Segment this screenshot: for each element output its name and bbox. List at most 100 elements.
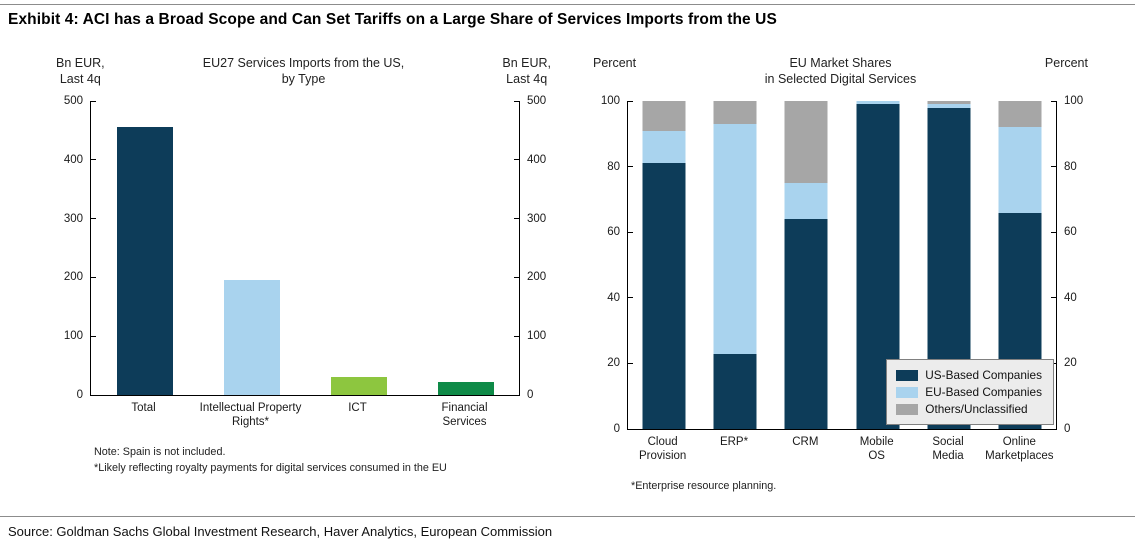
y-tick-label: 500 xyxy=(63,95,83,107)
y-tick xyxy=(1051,101,1056,102)
y-tick-label: 0 xyxy=(76,389,83,401)
y-tick xyxy=(514,335,519,337)
bar-segment xyxy=(998,101,1042,128)
y-tick xyxy=(514,276,519,278)
bar xyxy=(116,127,173,395)
market-shares-chart: Percent EU Market Shares in Selected Dig… xyxy=(567,55,1104,495)
bar-segment xyxy=(642,101,686,131)
services-imports-chart: Bn EUR, Last 4q EU27 Services Imports fr… xyxy=(30,55,567,495)
x-category-label: ICT xyxy=(348,402,367,414)
y-tick-label: 0 xyxy=(527,389,534,401)
plot-wrap: 0 0 100 100 200 200 300 300 400 400 500 500 xyxy=(30,95,567,401)
bar-segment xyxy=(784,183,828,220)
x-category-label: Total xyxy=(131,402,156,414)
x-axis-labels: Total Intellectual Property Rights* ICT Fin… xyxy=(90,401,520,437)
y-tick-label: 60 xyxy=(1064,226,1077,239)
x-category-label: Cloud Provision xyxy=(639,436,687,463)
chart-notes: Note: Spain is not included. *Likely refl… xyxy=(94,445,567,476)
source-line: Source: Goldman Sachs Global Investment … xyxy=(8,524,553,539)
top-divider xyxy=(0,4,1135,5)
y-tick xyxy=(91,335,96,337)
y-tick-label: 400 xyxy=(63,153,83,166)
bar-segment xyxy=(784,101,828,183)
left-axis-unit-label: Percent xyxy=(593,56,637,70)
y-tick xyxy=(91,218,96,220)
bar-segment xyxy=(642,163,686,429)
bar-segment xyxy=(642,130,686,164)
right-axis-unit-label: Bn EUR, Last 4q xyxy=(502,56,551,87)
y-tick-label: 500 xyxy=(527,95,547,107)
navy-swatch xyxy=(896,369,919,381)
bar-segment xyxy=(713,101,757,124)
bar-segment xyxy=(713,123,757,354)
chart-title: EU Market Shares in Selected Digital Ser… xyxy=(764,56,917,87)
bar-segment xyxy=(784,219,828,429)
legend-label: Others/Unclassified xyxy=(925,402,1028,416)
x-category-label: CRM xyxy=(792,436,819,448)
chart-note: *Likely reflecting royalty payments for … xyxy=(94,461,447,474)
y-tick-label: 0 xyxy=(1064,423,1071,435)
bar xyxy=(223,280,280,395)
x-category-label: Intellectual Property Rights* xyxy=(199,402,302,429)
y-tick xyxy=(628,297,633,299)
y-tick-label: 80 xyxy=(1064,160,1077,173)
plot-area: 0 0 100 100 200 200 300 300 400 400 500 500 xyxy=(64,95,546,401)
y-tick xyxy=(1051,166,1056,168)
charts-row: Bn EUR, Last 4q EU27 Services Imports fr… xyxy=(30,55,1104,495)
y-tick-label: 200 xyxy=(63,271,83,284)
y-tick-label: 100 xyxy=(600,95,620,107)
plot-area: 0 0 20 20 40 40 60 60 80 80 100 100 US-Based Compani… xyxy=(601,95,1083,435)
x-category-label: Social Media xyxy=(932,436,964,463)
exhibit-title: Exhibit 4: ACI has a Broad Scope and Can… xyxy=(8,11,777,28)
y-tick-label: 200 xyxy=(527,271,547,284)
y-tick-label: 100 xyxy=(527,330,547,343)
y-tick xyxy=(628,428,633,430)
y-tick xyxy=(514,159,519,161)
x-category-label: Financial Services xyxy=(441,402,488,429)
y-tick-label: 20 xyxy=(1064,357,1077,370)
y-tick-label: 40 xyxy=(607,291,620,304)
y-tick-label: 20 xyxy=(607,357,620,370)
bar xyxy=(437,382,494,395)
y-tick-label: 0 xyxy=(613,423,620,435)
y-tick-label: 100 xyxy=(1064,95,1084,107)
y-tick xyxy=(1051,297,1056,299)
x-category-label: ERP* xyxy=(719,436,749,448)
bar-segment xyxy=(998,127,1042,213)
y-tick xyxy=(628,362,633,364)
y-tick xyxy=(91,101,96,102)
x-axis-labels: Cloud Provision ERP* CRM Mobile OS Social Me… xyxy=(627,435,1057,471)
y-tick xyxy=(514,394,519,396)
legend: US-Based Companies EU-Based Companies Othe… xyxy=(886,359,1054,425)
right-axis-unit-label: Percent xyxy=(1044,56,1088,70)
bar-segment xyxy=(713,353,757,429)
bar xyxy=(330,377,387,395)
legend-label: US-Based Companies xyxy=(925,368,1042,382)
chart-note: Note: Spain is not included. xyxy=(94,446,226,458)
chart-title: EU27 Services Imports from the US, by Ty… xyxy=(202,56,405,87)
y-tick xyxy=(1051,231,1056,233)
left-axis-unit-label: Bn EUR, Last 4q xyxy=(56,56,105,87)
y-tick xyxy=(628,231,633,233)
y-tick-label: 60 xyxy=(607,226,620,239)
y-tick-label: 80 xyxy=(607,160,620,173)
legend-label: EU-Based Companies xyxy=(925,385,1042,399)
y-tick-label: 400 xyxy=(527,153,547,166)
legend-item: Others/Unclassified xyxy=(896,402,1042,416)
y-tick xyxy=(628,101,633,102)
chart-header: Percent EU Market Shares in Selected Dig… xyxy=(567,55,1104,95)
legend-item: EU-Based Companies xyxy=(896,385,1042,399)
y-tick-label: 40 xyxy=(1064,291,1077,304)
y-tick xyxy=(91,394,96,396)
y-tick xyxy=(91,276,96,278)
y-tick-label: 300 xyxy=(63,212,83,225)
bar-segment xyxy=(856,101,900,105)
y-tick-label: 100 xyxy=(63,330,83,343)
chart-note: *Enterprise resource planning. xyxy=(631,480,777,492)
light_blue-swatch xyxy=(896,386,919,398)
x-category-label: Online Marketplaces xyxy=(985,436,1054,463)
bar-segment xyxy=(927,101,971,105)
chart-notes: *Enterprise resource planning. xyxy=(631,479,1104,495)
y-tick xyxy=(91,159,96,161)
plot-wrap: 0 0 20 20 40 40 60 60 80 80 100 100 US-Based Compani… xyxy=(567,95,1104,435)
